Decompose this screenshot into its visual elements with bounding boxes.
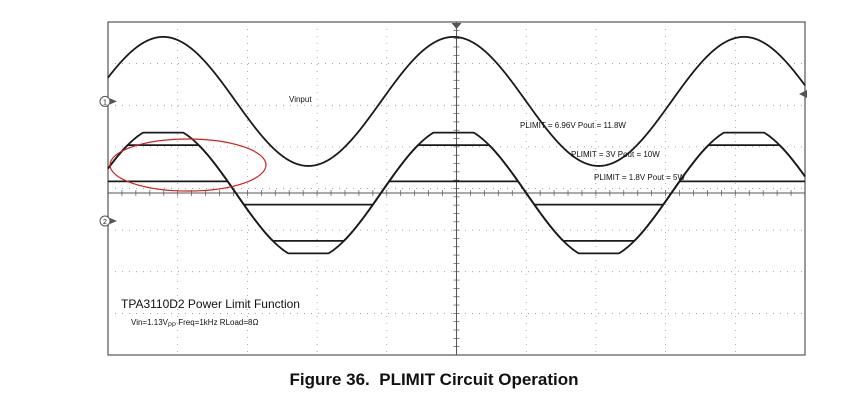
plimit-1-8v-label: PLIMIT = 1.8V Pout = 5W [594,173,685,182]
trace-plimit-3v-pout-10w [107,144,806,242]
figure-title: PLIMIT Circuit Operation [379,370,579,389]
plimit-3v-label: PLIMIT = 3V Pout = 10W [571,150,660,159]
channel-1-arrow [110,98,117,105]
subtitle-rest: Freq=1kHz RLoad=8Ω [176,318,258,327]
traces [107,36,806,255]
channel-2-arrow [110,218,117,224]
subtitle-vin-subscript: PP [168,323,176,329]
channel-1-label: 1 [103,99,107,106]
vinput-label: Vinput [289,95,312,104]
figure-caption: Figure 36. PLIMIT Circuit Operation [0,370,868,390]
channel-markers: 12 [99,95,117,227]
figure-label: Figure 36. [289,370,370,389]
highlight-ellipse [109,138,267,192]
channel-2-label: 2 [103,219,107,226]
subtitle-vin: Vin=1.13V [131,318,169,327]
plimit-6-96v-label: PLIMIT = 6.96V Pout = 11.8W [520,121,626,130]
trace-vinput [107,36,806,167]
trigger-level-marker [799,90,807,98]
chart-title: TPA3110D2 Power Limit Function [121,297,300,311]
oscilloscope-plot: 12 Vinput PLIMIT = 6.96V Pout = 11.8W PL… [99,21,807,356]
chart-subtitle: Vin=1.13VPP Freq=1kHz RLoad=8Ω [131,318,259,329]
trace-plimit-1-8v-pout-5w [108,180,805,206]
trigger-marker [451,23,462,29]
